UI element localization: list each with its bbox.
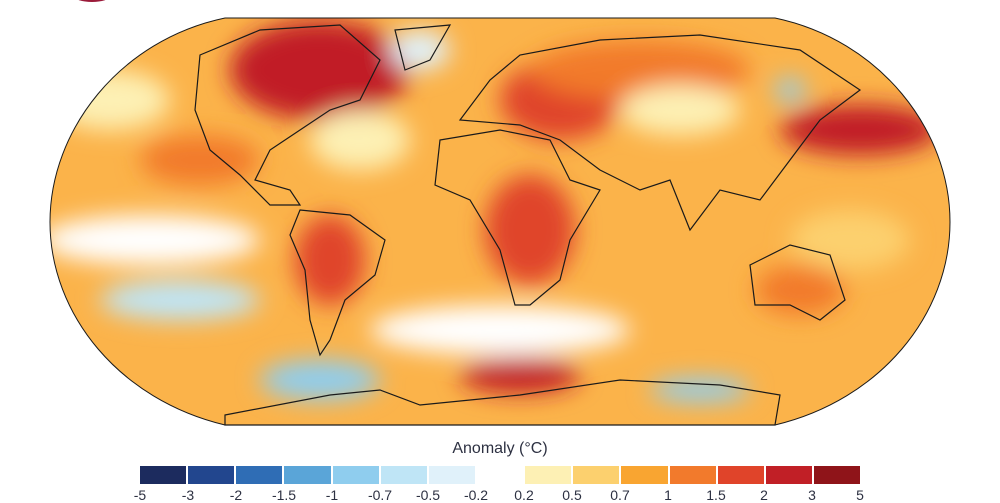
legend-tick-label: -1: [325, 487, 339, 503]
greenland-outline: [394, 24, 452, 71]
legend-swatch: [813, 466, 861, 484]
australia-outline: [749, 244, 846, 321]
logo-fragment: [78, 0, 106, 2]
legend-tick-label: 2: [760, 487, 768, 503]
temperature-anomaly-map: [49, 0, 951, 426]
legend-tick-label: 1: [664, 487, 672, 503]
south-america-outline: [289, 209, 386, 357]
legend-swatch: [188, 466, 235, 484]
north-america-outline: [194, 24, 381, 206]
legend-tick-label: 5: [856, 487, 864, 503]
legend-swatch: [621, 466, 668, 484]
legend-swatch: [573, 466, 620, 484]
legend-swatch: [380, 466, 427, 484]
legend-tick-label: -0.2: [463, 487, 489, 503]
eurasia-outline: [458, 34, 862, 232]
anomaly-field: [50, 18, 950, 425]
legend-tick-label: -0.5: [415, 487, 441, 503]
legend-tick-label: -0.7: [367, 487, 393, 503]
legend-swatch: [525, 466, 572, 484]
legend-tick-label: 0.2: [514, 487, 534, 503]
legend-tick-label: -5: [133, 487, 147, 503]
legend-labels: -5 -3 -2 -1.5 -1 -0.7 -0.5 -0.2 0.2 0.5 0.7 1 1.5 2 3 5: [134, 487, 864, 503]
legend-tick-label: -3: [181, 487, 195, 503]
legend-swatch: [765, 466, 812, 484]
legend-tick-label: 0.5: [562, 487, 582, 503]
coastlines: [194, 24, 862, 426]
color-legend: [140, 466, 861, 484]
legend-tick-label: 3: [808, 487, 816, 503]
legend-title: Anomaly (°C): [452, 440, 548, 457]
map-border: [49, 17, 951, 426]
legend-swatch: [428, 466, 475, 484]
legend-swatch: [669, 466, 716, 484]
legend-swatch: [284, 466, 331, 484]
legend-tick-label: -2: [229, 487, 243, 503]
legend-tick-label: 0.7: [610, 487, 630, 503]
legend-swatch: [476, 466, 524, 484]
legend-swatch: [717, 466, 764, 484]
legend-tick-label: -1.5: [271, 487, 297, 503]
legend-tick-label: 1.5: [706, 487, 726, 503]
legend-swatch: [236, 466, 283, 484]
legend-swatch: [332, 466, 379, 484]
legend-swatch: [140, 466, 187, 484]
africa-outline: [434, 129, 601, 306]
